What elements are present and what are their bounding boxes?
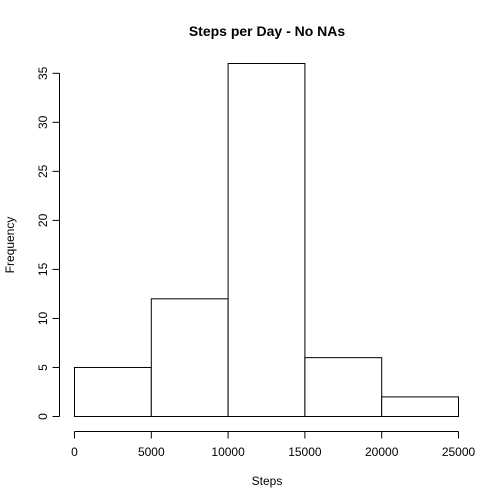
x-tick-label-5: 20000 bbox=[365, 445, 399, 459]
y-tick-label-1: 0 bbox=[36, 413, 50, 420]
bars-group bbox=[74, 63, 460, 418]
x-tick-label-3: 10000 bbox=[211, 445, 245, 459]
x-tick-label-2: 5000 bbox=[138, 445, 165, 459]
histogram-bar-3 bbox=[227, 63, 306, 417]
x-tick-label-4: 15000 bbox=[288, 445, 322, 459]
x-axis-label: Steps bbox=[252, 474, 283, 488]
chart-title: Steps per Day - No NAs bbox=[189, 23, 346, 39]
y-tick-label-3: 10 bbox=[36, 311, 50, 325]
x-tick-label-1: 0 bbox=[71, 445, 78, 459]
y-tick-label-5: 20 bbox=[36, 213, 50, 227]
x-axis: 0 5000 10000 15000 20000 25000 bbox=[71, 431, 476, 459]
histogram-bar-2 bbox=[150, 298, 229, 418]
x-tick-label-6: 25000 bbox=[442, 445, 476, 459]
y-axis-label: Frequency bbox=[3, 217, 17, 274]
y-tick-label-4: 15 bbox=[36, 262, 50, 276]
histogram-bar-4 bbox=[304, 357, 383, 417]
histogram-bar-1 bbox=[74, 366, 152, 418]
y-tick-label-6: 25 bbox=[36, 164, 50, 178]
y-tick-label-8: 35 bbox=[36, 66, 50, 80]
histogram-bar-5 bbox=[381, 396, 460, 417]
y-tick-label-2: 5 bbox=[36, 364, 50, 371]
y-tick-label-7: 30 bbox=[36, 115, 50, 129]
y-axis: 0 5 10 15 20 25 30 35 bbox=[36, 66, 60, 420]
